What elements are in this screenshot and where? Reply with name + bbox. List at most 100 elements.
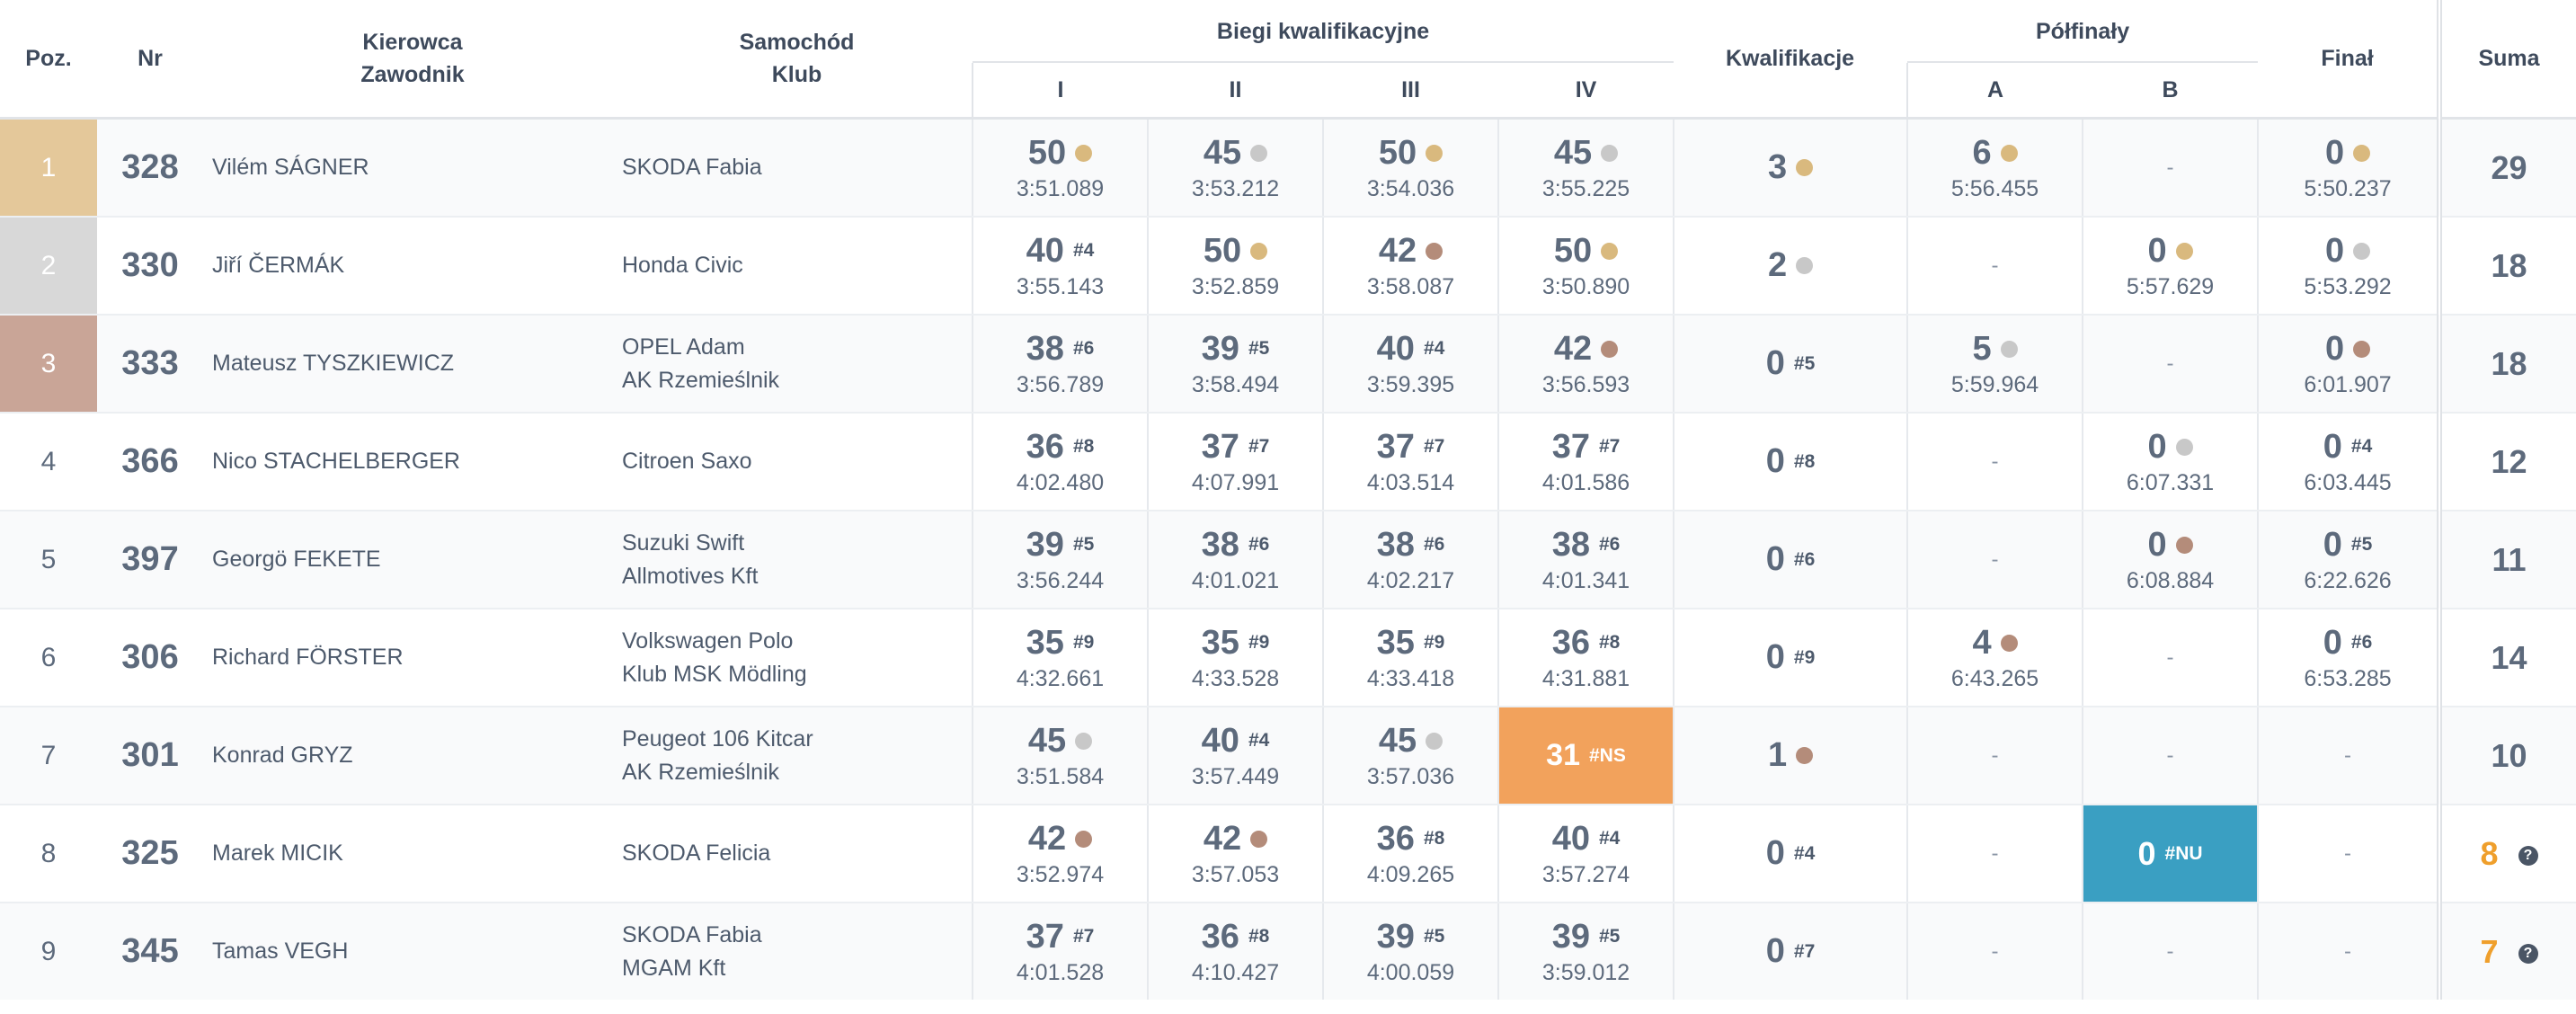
rank-label: #6 [2350, 632, 2373, 653]
heat-1-cell: 37 #7 4:01.528 [972, 903, 1148, 1000]
time-value: 4:00.059 [1366, 959, 1455, 985]
results-body: 1 328 Vilém SÁGNER SKODA Fabia 50 3:51.089 45 3… [0, 118, 2576, 1000]
rank-label: #5 [1793, 352, 1816, 374]
semifinal-a-cell: - [1906, 903, 2083, 1000]
header-driver-line1: Kierowca [362, 30, 463, 55]
table-row[interactable]: 1 328 Vilém SÁGNER SKODA Fabia 50 3:51.089 45 3… [0, 118, 2576, 218]
empty-dash: - [2344, 841, 2352, 866]
rank-label: #7 [1248, 436, 1270, 457]
rank-label: #9 [1793, 646, 1816, 668]
rank-label: #4 [1793, 842, 1816, 864]
heat-2-cell: 42 3:57.053 [1147, 805, 1323, 903]
bronze-medal-icon [2000, 634, 2018, 652]
heat-3-cell: 36 #8 4:09.265 [1322, 805, 1498, 903]
points-value: 40 [1376, 329, 1415, 368]
header-car-line2: Klub [771, 62, 822, 87]
semifinal-b-cell: - [2082, 118, 2259, 218]
heat-4-cell: 45 3:55.225 [1497, 118, 1674, 218]
points-value: 0 [2147, 231, 2167, 270]
points-value: 38 [1551, 525, 1590, 564]
bronze-medal-icon [1250, 830, 1268, 848]
driver-name: Vilém SÁGNER [203, 118, 622, 218]
sum-value: 11 [2492, 540, 2527, 578]
club-name: MGAM Kft [622, 955, 726, 981]
car-name: SKODA Fabia [622, 921, 762, 947]
points-value: 39 [1551, 917, 1590, 956]
table-row[interactable]: 4 366 Nico STACHELBERGER Citroen Saxo 36 #8 4:… [0, 413, 2576, 511]
time-value: 3:57.449 [1191, 763, 1280, 789]
empty-dash: - [1991, 449, 1999, 474]
final-cell: 0 5:50.237 [2257, 118, 2440, 218]
time-value: 6:53.285 [2304, 665, 2392, 691]
time-value: 5:50.237 [2304, 175, 2392, 201]
heat-3-cell: 40 #4 3:59.395 [1322, 315, 1498, 414]
rank-label: #9 [1072, 632, 1095, 653]
semifinal-b-cell: 0 #NU [2082, 805, 2259, 903]
table-row[interactable]: 3 333 Mateusz TYSZKIEWICZ OPEL Adam AK Rzemi… [0, 315, 2576, 414]
silver-medal-icon [1075, 732, 1093, 750]
table-row[interactable]: 8 325 Marek MICIK SKODA Felicia 42 3:52.974 42… [0, 805, 2576, 903]
qualification-cell: 2 [1673, 217, 1908, 316]
heat-4-cell: 38 #6 4:01.341 [1497, 511, 1674, 609]
qualification-cell: 1 [1673, 707, 1908, 805]
time-value: 3:55.225 [1541, 175, 1630, 201]
semifinal-a-cell: - [1906, 413, 2083, 511]
gold-medal-icon [1601, 242, 1619, 260]
time-value: 3:56.593 [1541, 371, 1630, 397]
final-cell: - [2257, 707, 2440, 805]
time-value: 4:31.881 [1541, 665, 1630, 691]
time-value: 4:32.661 [1016, 665, 1105, 691]
table-row[interactable]: 9 345 Tamas VEGH SKODA Fabia MGAM Kft 37 #7 4:0… [0, 903, 2576, 1000]
heat-1-cell: 42 3:52.974 [972, 805, 1148, 903]
table-row[interactable]: 5 397 Georgö FEKETE Suzuki Swift Allmotives … [0, 511, 2576, 609]
rank-label: #4 [1248, 730, 1270, 751]
start-number: 325 [97, 805, 203, 903]
gold-medal-icon [1075, 144, 1093, 162]
heat-2-cell: 40 #4 3:57.449 [1147, 707, 1323, 805]
time-value: 3:51.584 [1016, 763, 1105, 789]
heat-1-cell: 36 #8 4:02.480 [972, 413, 1148, 511]
points-value: 42 [1553, 329, 1593, 368]
gold-medal-icon [2175, 242, 2193, 260]
time-value: 6:01.907 [2304, 371, 2392, 397]
driver-name: Mateusz TYSZKIEWICZ [203, 315, 622, 414]
rank-label: #8 [1248, 926, 1270, 947]
table-row[interactable]: 2 330 Jiří ČERMÁK Honda Civic 40 #4 3:55.143 50… [0, 217, 2576, 316]
final-cell: 0 5:53.292 [2257, 217, 2440, 316]
heat-3-cell: 42 3:58.087 [1322, 217, 1498, 316]
sum-value: 18 [2491, 246, 2527, 284]
car-name: Peugeot 106 Kitcar [622, 725, 813, 752]
silver-medal-icon [1601, 144, 1619, 162]
time-value: 4:10.427 [1191, 959, 1280, 985]
time-value: 4:01.341 [1541, 567, 1630, 593]
position-cell: 1 [0, 118, 97, 218]
header-heat-2: II [1148, 63, 1323, 120]
rank-label: #5 [1423, 926, 1445, 947]
table-row[interactable]: 6 306 Richard FÖRSTER Volkswagen Polo Klub M… [0, 609, 2576, 707]
start-number: 306 [97, 609, 203, 707]
rank-label: #8 [1598, 632, 1621, 653]
time-value: 4:01.528 [1016, 959, 1105, 985]
club-name: AK Rzemieślnik [622, 367, 780, 393]
header-qualification: Kwalifikacje [1674, 0, 1908, 120]
help-icon[interactable]: ? [2518, 845, 2538, 866]
header-heat-1: I [972, 63, 1148, 120]
car-club-cell: Honda Civic [622, 217, 973, 316]
points-value: 0 [2137, 834, 2156, 872]
heat-2-cell: 39 #5 3:58.494 [1147, 315, 1323, 414]
time-value: 3:53.212 [1191, 175, 1280, 201]
time-value: 4:07.991 [1191, 469, 1280, 495]
position-cell: 5 [0, 511, 97, 609]
points-value: 0 [2147, 525, 2167, 564]
points-value: 40 [1551, 819, 1590, 858]
points-value: 50 [1203, 231, 1242, 270]
heat-2-cell: 36 #8 4:10.427 [1147, 903, 1323, 1000]
car-name: SKODA Felicia [622, 841, 771, 866]
heat-4-cell: 50 3:50.890 [1497, 217, 1674, 316]
sum-value: 29 [2491, 148, 2527, 186]
heat-4-cell: 36 #8 4:31.881 [1497, 609, 1674, 707]
table-row[interactable]: 7 301 Konrad GRYZ Peugeot 106 Kitcar AK Rzem… [0, 707, 2576, 805]
car-club-cell: Suzuki Swift Allmotives Kft [622, 511, 973, 609]
help-icon[interactable]: ? [2518, 943, 2538, 964]
rank-label: #6 [1598, 534, 1621, 555]
